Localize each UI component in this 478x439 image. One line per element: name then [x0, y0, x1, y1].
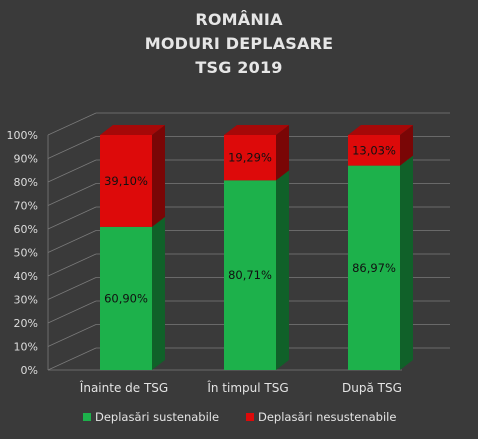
- y-tick-label: 20%: [14, 317, 38, 330]
- x-tick-label: În timpul TSG: [206, 380, 288, 395]
- data-label: 13,03%: [352, 143, 396, 157]
- y-tick-label: 80%: [14, 176, 38, 189]
- y-tick-label: 60%: [14, 223, 38, 236]
- y-tick-label: 100%: [7, 129, 38, 142]
- bar-segment: [348, 135, 400, 166]
- gridline-wall: [47, 112, 97, 136]
- data-label: 19,29%: [228, 151, 272, 165]
- y-tick-label: 40%: [14, 270, 38, 283]
- y-tick-label: 90%: [14, 153, 38, 166]
- gridline-wall: [47, 253, 97, 277]
- chart-title-line-1: ROMÂNIA: [195, 10, 283, 29]
- gridline-wall: [47, 347, 97, 371]
- y-tick-label: 70%: [14, 200, 38, 213]
- bar-side: [152, 216, 165, 370]
- bar-side: [400, 155, 413, 370]
- y-tick-label: 50%: [14, 247, 38, 260]
- bar-segment: [100, 135, 152, 227]
- data-label: 80,71%: [228, 268, 272, 282]
- bar-side: [400, 125, 413, 166]
- legend-swatch: [246, 413, 254, 421]
- bar-segment: [100, 226, 152, 370]
- bar-side: [276, 125, 289, 181]
- bar-top: [100, 125, 165, 135]
- x-tick-label: Înainte de TSG: [79, 380, 168, 395]
- bar-side: [276, 170, 289, 370]
- legend-label: Deplasări nesustenabile: [258, 410, 396, 424]
- y-tick-label: 30%: [14, 294, 38, 307]
- data-label: 39,10%: [104, 174, 148, 188]
- chart-title-line-2: MODURI DEPLASARE: [144, 34, 334, 53]
- bar-side: [152, 125, 165, 227]
- chart-title-line-3: TSG 2019: [195, 58, 283, 77]
- bar-top: [348, 125, 413, 135]
- gridline-wall: [47, 183, 97, 206]
- bar-segment: [224, 180, 276, 370]
- gridline-wall: [47, 206, 97, 230]
- data-label: 60,90%: [104, 291, 148, 305]
- gridline-wall: [47, 324, 97, 347]
- bar-segment: [348, 165, 400, 370]
- gridline-wall: [47, 300, 97, 324]
- data-label: 86,97%: [352, 261, 396, 275]
- gridline-wall: [47, 230, 97, 253]
- legend-label: Deplasări sustenabile: [95, 410, 219, 424]
- y-tick-label: 0%: [21, 364, 38, 377]
- bar-segment: [224, 135, 276, 181]
- x-tick-label: După TSG: [342, 381, 402, 395]
- y-tick-label: 10%: [14, 341, 38, 354]
- gridline-wall: [47, 136, 97, 159]
- legend-swatch: [83, 413, 91, 421]
- bar-top: [224, 125, 289, 135]
- gridline-wall: [47, 159, 97, 183]
- gridline-wall: [47, 277, 97, 300]
